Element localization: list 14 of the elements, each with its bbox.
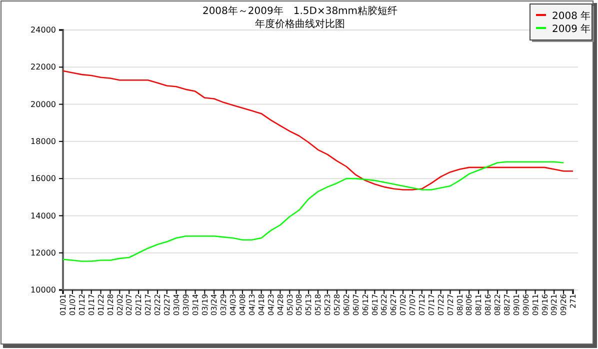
legend-label: 2009 年 (552, 23, 591, 35)
y-tick-label: 18000 (30, 136, 56, 146)
y-tick-label: 14000 (30, 211, 56, 220)
chart-subtitle: 年度价格曲线对比图 (255, 18, 345, 30)
y-tick-label: 24000 (30, 26, 56, 35)
y-tick-label: 22000 (30, 62, 56, 72)
y-tick-label: 12000 (30, 248, 56, 258)
y-tick-label: 16000 (30, 174, 56, 184)
line-series (62, 161, 564, 262)
legend-label: 2008 年 (552, 10, 591, 22)
y-tick-label: 20000 (30, 100, 56, 109)
line-series (62, 70, 574, 190)
chart-title: 2008年～2009年 1.5D×38mm粘胶短纤 (202, 5, 398, 17)
y-tick-label: 10000 (30, 286, 56, 295)
